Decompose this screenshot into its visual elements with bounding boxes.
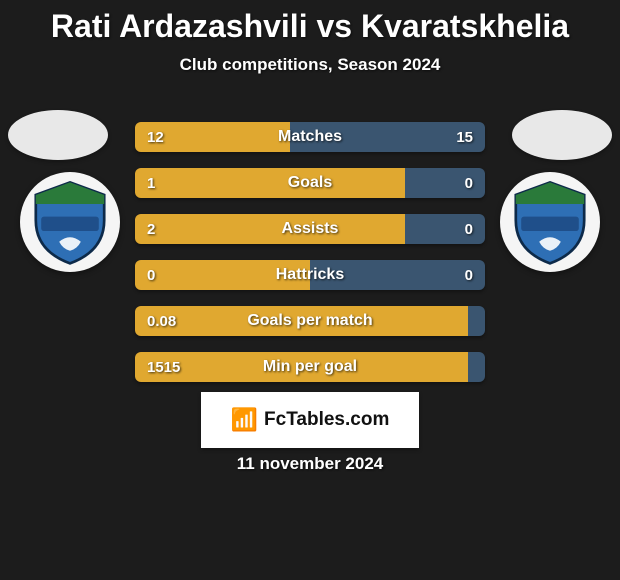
date-text: 11 november 2024	[0, 454, 620, 474]
club-shield-icon	[25, 177, 115, 267]
stats-container: Matches1215 Goals10 Assists20 Hattricks00 Go…	[135, 122, 485, 398]
stat-bar-right	[468, 352, 485, 382]
stat-bar-left	[135, 306, 468, 336]
stat-bar-left	[135, 352, 468, 382]
stat-bar-left	[135, 122, 290, 152]
stat-bar-left	[135, 260, 310, 290]
stat-row: Min per goal1515	[135, 352, 485, 382]
club-shield-icon	[505, 177, 595, 267]
stat-bar-left	[135, 168, 405, 198]
watermark-text: FcTables.com	[264, 409, 389, 431]
stat-row: Goals per match0.08	[135, 306, 485, 336]
stat-row: Matches1215	[135, 122, 485, 152]
stat-bar-right	[405, 214, 485, 244]
stat-bar-right	[290, 122, 485, 152]
stat-bar-right	[310, 260, 485, 290]
page-title: Rati Ardazashvili vs Kvaratskhelia	[0, 0, 620, 45]
watermark: 📶 FcTables.com	[201, 392, 419, 448]
stat-bar-right	[405, 168, 485, 198]
stat-bar-left	[135, 214, 405, 244]
stat-bar-right	[468, 306, 485, 336]
player-right-club-badge	[500, 172, 600, 272]
player-right-avatar	[512, 110, 612, 160]
stat-row: Assists20	[135, 214, 485, 244]
comparison-card: Rati Ardazashvili vs Kvaratskhelia Club …	[0, 0, 620, 580]
watermark-logo-icon: 📶	[231, 407, 258, 433]
player-left-club-badge	[20, 172, 120, 272]
stat-row: Hattricks00	[135, 260, 485, 290]
subtitle: Club competitions, Season 2024	[0, 55, 620, 75]
stat-row: Goals10	[135, 168, 485, 198]
player-left-avatar	[8, 110, 108, 160]
